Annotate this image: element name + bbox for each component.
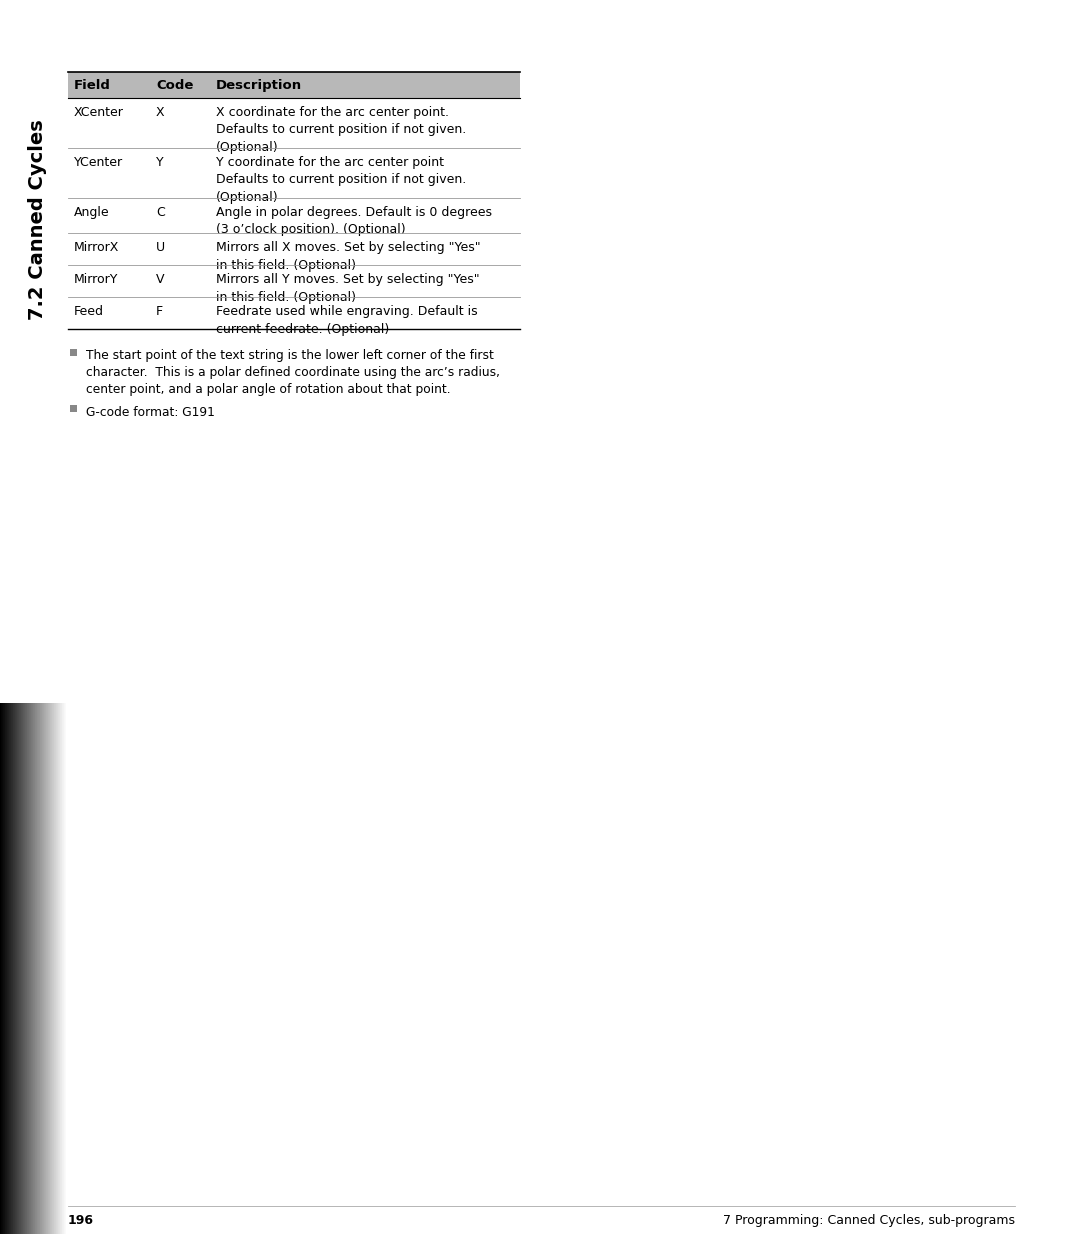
Bar [68,72,519,97]
Text: YCenter: YCenter [75,155,123,169]
Text: Angle: Angle [75,206,110,218]
Text: Y coordinate for the arc center point
Defaults to current position if not given.: Y coordinate for the arc center point De… [216,155,467,204]
Text: 196: 196 [68,1214,94,1227]
Text: Description: Description [216,79,302,91]
Text: F: F [156,305,163,318]
Text: Field: Field [75,79,111,91]
Text: X: X [156,106,164,118]
Text: MirrorX: MirrorX [75,241,120,254]
Text: Feed: Feed [75,305,104,318]
Text: Code: Code [156,79,193,91]
Text: X coordinate for the arc center point.
Defaults to current position if not given: X coordinate for the arc center point. D… [216,106,467,154]
Text: MirrorY: MirrorY [75,273,119,286]
Text: U: U [156,241,165,254]
Text: G-code format: G191: G-code format: G191 [86,406,215,418]
Text: XCenter: XCenter [75,106,124,118]
Text: The start point of the text string is the lower left corner of the first
charact: The start point of the text string is th… [86,349,500,396]
Text: 7 Programming: Canned Cycles, sub-programs: 7 Programming: Canned Cycles, sub-progra… [723,1214,1015,1227]
Text: Y: Y [156,155,164,169]
Bar [70,348,77,355]
Text: Mirrors all X moves. Set by selecting "Yes"
in this field. (Optional): Mirrors all X moves. Set by selecting "Y… [216,241,481,271]
Text: Mirrors all Y moves. Set by selecting "Yes"
in this field. (Optional): Mirrors all Y moves. Set by selecting "Y… [216,273,480,304]
Text: 7.2 Canned Cycles: 7.2 Canned Cycles [28,120,48,321]
Text: C: C [156,206,165,218]
Text: V: V [156,273,164,286]
Bar [70,405,77,412]
Text: Angle in polar degrees. Default is 0 degrees
(3 o’clock position). (Optional): Angle in polar degrees. Default is 0 deg… [216,206,492,237]
Text: Feedrate used while engraving. Default is
current feedrate. (Optional): Feedrate used while engraving. Default i… [216,305,477,336]
